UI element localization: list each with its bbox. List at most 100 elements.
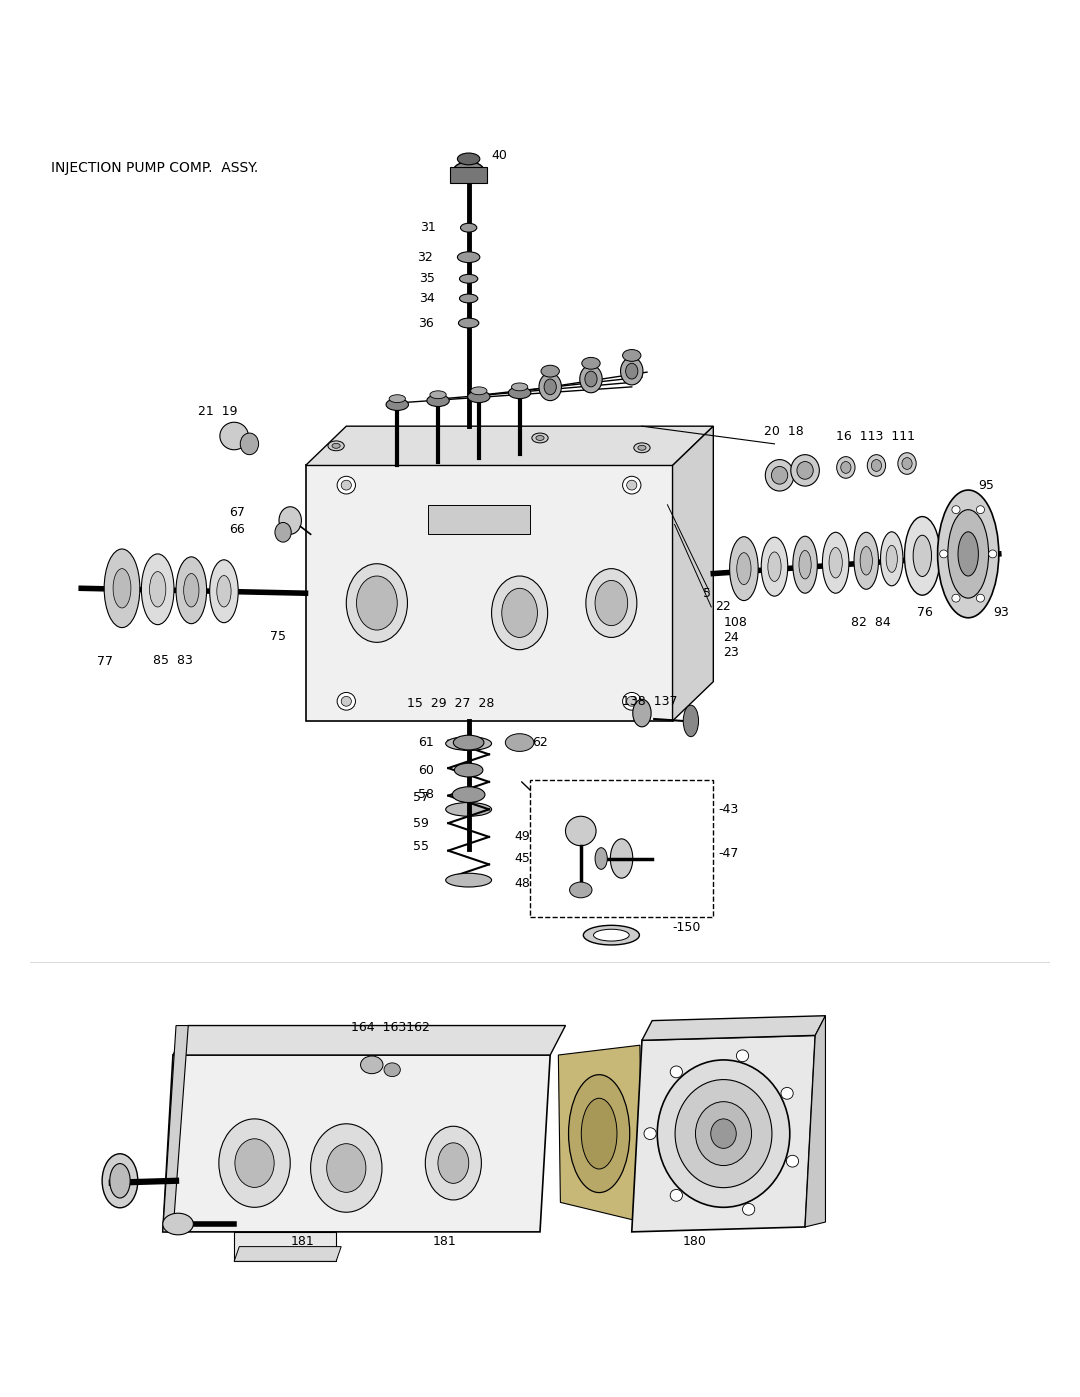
Ellipse shape <box>235 1139 274 1187</box>
Ellipse shape <box>585 372 597 387</box>
Ellipse shape <box>458 154 480 165</box>
Text: 40: 40 <box>491 149 507 162</box>
Text: 20  18: 20 18 <box>765 425 804 437</box>
Text: 58: 58 <box>418 788 434 800</box>
Text: 34: 34 <box>419 292 434 305</box>
Text: 67: 67 <box>229 506 245 520</box>
Ellipse shape <box>880 532 903 585</box>
Ellipse shape <box>426 1126 482 1200</box>
Text: 23: 23 <box>724 645 740 658</box>
Text: 15  29  27  28: 15 29 27 28 <box>407 697 495 710</box>
Ellipse shape <box>454 162 484 180</box>
Ellipse shape <box>453 787 485 802</box>
Ellipse shape <box>595 848 607 869</box>
Ellipse shape <box>822 532 849 594</box>
Ellipse shape <box>622 476 640 495</box>
Ellipse shape <box>902 458 913 469</box>
Text: 181: 181 <box>291 1235 314 1248</box>
Polygon shape <box>173 1025 566 1055</box>
Ellipse shape <box>976 506 985 514</box>
Ellipse shape <box>240 433 258 454</box>
Ellipse shape <box>829 548 842 578</box>
Text: 180: 180 <box>683 1235 706 1248</box>
Text: 45: 45 <box>514 852 530 865</box>
Ellipse shape <box>103 1154 138 1208</box>
Ellipse shape <box>581 1098 617 1169</box>
Ellipse shape <box>837 457 855 478</box>
Polygon shape <box>163 1025 188 1232</box>
Ellipse shape <box>430 391 446 398</box>
Text: 59: 59 <box>413 817 429 830</box>
Ellipse shape <box>539 373 562 401</box>
Ellipse shape <box>737 1051 748 1062</box>
Text: 93: 93 <box>994 606 1010 619</box>
Text: INJECTION PUMP COMP.  ASSY.: INJECTION PUMP COMP. ASSY. <box>51 161 258 175</box>
Ellipse shape <box>176 557 206 623</box>
Ellipse shape <box>840 461 851 474</box>
Ellipse shape <box>458 251 480 263</box>
Ellipse shape <box>110 1164 131 1199</box>
Text: -43: -43 <box>718 803 739 816</box>
Ellipse shape <box>437 1143 469 1183</box>
Ellipse shape <box>446 736 491 750</box>
Text: 22: 22 <box>715 601 731 613</box>
Ellipse shape <box>671 1189 683 1201</box>
Ellipse shape <box>675 1080 772 1187</box>
Text: 82  84: 82 84 <box>851 616 891 629</box>
Text: 77: 77 <box>96 655 112 669</box>
Ellipse shape <box>761 538 787 597</box>
Ellipse shape <box>799 550 811 578</box>
Text: 55: 55 <box>413 840 429 854</box>
Ellipse shape <box>141 553 174 624</box>
Ellipse shape <box>696 1102 752 1165</box>
Text: 62: 62 <box>531 736 548 749</box>
Text: 138  137: 138 137 <box>622 694 677 708</box>
Ellipse shape <box>210 560 239 623</box>
Ellipse shape <box>743 1203 755 1215</box>
Ellipse shape <box>275 522 292 542</box>
Ellipse shape <box>872 460 881 471</box>
Ellipse shape <box>958 532 978 576</box>
Bar <box>428 504 530 534</box>
Ellipse shape <box>658 1060 789 1207</box>
Text: 66: 66 <box>229 522 245 536</box>
Ellipse shape <box>976 594 985 602</box>
Text: 108: 108 <box>724 616 747 629</box>
Polygon shape <box>805 1016 825 1227</box>
Ellipse shape <box>797 461 813 479</box>
Text: 24: 24 <box>724 631 740 644</box>
Ellipse shape <box>446 802 491 816</box>
Ellipse shape <box>568 1074 630 1193</box>
Ellipse shape <box>585 569 637 637</box>
Ellipse shape <box>886 545 897 573</box>
Ellipse shape <box>509 387 531 398</box>
Ellipse shape <box>505 733 534 752</box>
Ellipse shape <box>220 422 248 450</box>
Ellipse shape <box>781 1087 793 1099</box>
Ellipse shape <box>279 507 301 534</box>
Ellipse shape <box>468 391 490 402</box>
Ellipse shape <box>582 358 600 369</box>
Ellipse shape <box>219 1119 291 1207</box>
Ellipse shape <box>341 481 351 490</box>
Ellipse shape <box>633 700 651 726</box>
Ellipse shape <box>544 379 556 395</box>
Polygon shape <box>642 1016 825 1041</box>
Text: -47: -47 <box>718 847 739 861</box>
Ellipse shape <box>337 693 355 710</box>
Polygon shape <box>306 426 713 465</box>
Text: 35: 35 <box>419 272 434 285</box>
Text: 5: 5 <box>703 587 711 599</box>
Ellipse shape <box>948 510 988 598</box>
Ellipse shape <box>766 460 794 490</box>
Ellipse shape <box>793 536 818 594</box>
Ellipse shape <box>737 553 751 584</box>
Ellipse shape <box>621 358 643 386</box>
Ellipse shape <box>427 395 449 407</box>
Ellipse shape <box>536 436 544 440</box>
Text: PAGE 120 — DCA-25SSI — PARTS AND OPERATION  MANUAL— FINAL COPY  (06/29/01): PAGE 120 — DCA-25SSI — PARTS AND OPERATI… <box>110 1316 970 1333</box>
Ellipse shape <box>625 363 638 379</box>
Text: -150: -150 <box>673 921 701 933</box>
Text: ISUZU C240 --- INJECTION PUMP COMP. ASSY.: ISUZU C240 --- INJECTION PUMP COMP. ASSY… <box>190 61 890 89</box>
Ellipse shape <box>634 443 650 453</box>
